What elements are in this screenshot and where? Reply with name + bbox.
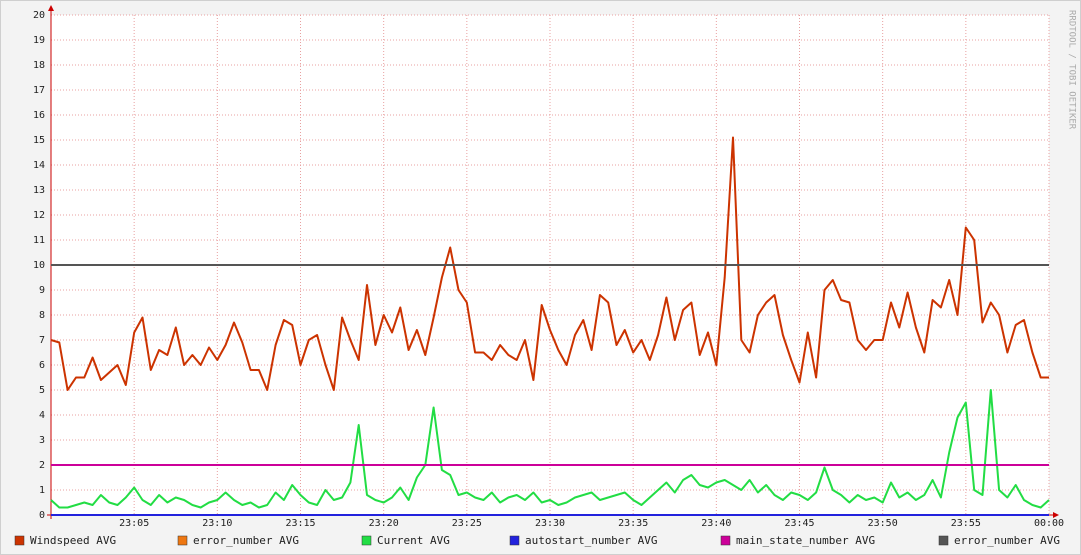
- x-tick-label: 00:00: [1034, 518, 1064, 529]
- y-tick-label: 15: [33, 135, 45, 146]
- x-tick-label: 23:30: [535, 518, 565, 529]
- legend-label: Windspeed AVG: [30, 534, 116, 547]
- series-line: [50, 389, 1050, 509]
- legend-swatch: [720, 535, 731, 546]
- legend-label: error_number AVG: [954, 534, 1060, 547]
- legend-swatch: [938, 535, 949, 546]
- y-tick-label: 14: [33, 160, 45, 171]
- y-tick-label: 13: [33, 185, 45, 196]
- watermark: RRDTOOL / TOBI OETIKER: [1067, 10, 1077, 130]
- x-tick-label: 23:55: [951, 518, 981, 529]
- y-tick-label: 0: [39, 510, 45, 521]
- legend-swatch: [177, 535, 188, 546]
- y-tick-label: 8: [39, 310, 45, 321]
- x-tick-label: 23:25: [452, 518, 482, 529]
- x-tick-label: 23:05: [119, 518, 149, 529]
- y-tick-label: 16: [33, 110, 45, 121]
- x-tick-label: 23:50: [868, 518, 898, 529]
- y-tick-label: 11: [33, 235, 45, 246]
- axis-arrow: [48, 5, 54, 11]
- legend-label: autostart_number AVG: [525, 534, 657, 547]
- x-tick-label: 23:35: [618, 518, 648, 529]
- y-tick-label: 19: [33, 35, 45, 46]
- x-tick-label: 23:15: [285, 518, 315, 529]
- y-tick-label: 20: [33, 10, 45, 21]
- axis-arrow: [1053, 512, 1059, 518]
- x-tick-label: 23:40: [701, 518, 731, 529]
- y-tick-label: 1: [39, 485, 45, 496]
- y-tick-label: 9: [39, 285, 45, 296]
- y-tick-label: 6: [39, 360, 45, 371]
- x-tick-label: 23:10: [202, 518, 232, 529]
- legend-swatch: [361, 535, 372, 546]
- y-tick-label: 3: [39, 435, 45, 446]
- y-tick-label: 4: [39, 410, 45, 421]
- x-tick-label: 23:20: [369, 518, 399, 529]
- legend-swatch: [14, 535, 25, 546]
- y-tick-label: 2: [39, 460, 45, 471]
- y-tick-label: 17: [33, 85, 45, 96]
- y-tick-label: 18: [33, 60, 45, 71]
- series-line: [50, 136, 1049, 391]
- legend-swatch: [509, 535, 520, 546]
- y-tick-label: 12: [33, 210, 45, 221]
- legend-label: error_number AVG: [193, 534, 299, 547]
- y-tick-label: 10: [33, 260, 45, 271]
- legend-label: Current AVG: [377, 534, 450, 547]
- y-tick-label: 5: [39, 385, 45, 396]
- legend-label: main_state_number AVG: [736, 534, 875, 547]
- y-tick-label: 7: [39, 335, 45, 346]
- x-tick-label: 23:45: [784, 518, 814, 529]
